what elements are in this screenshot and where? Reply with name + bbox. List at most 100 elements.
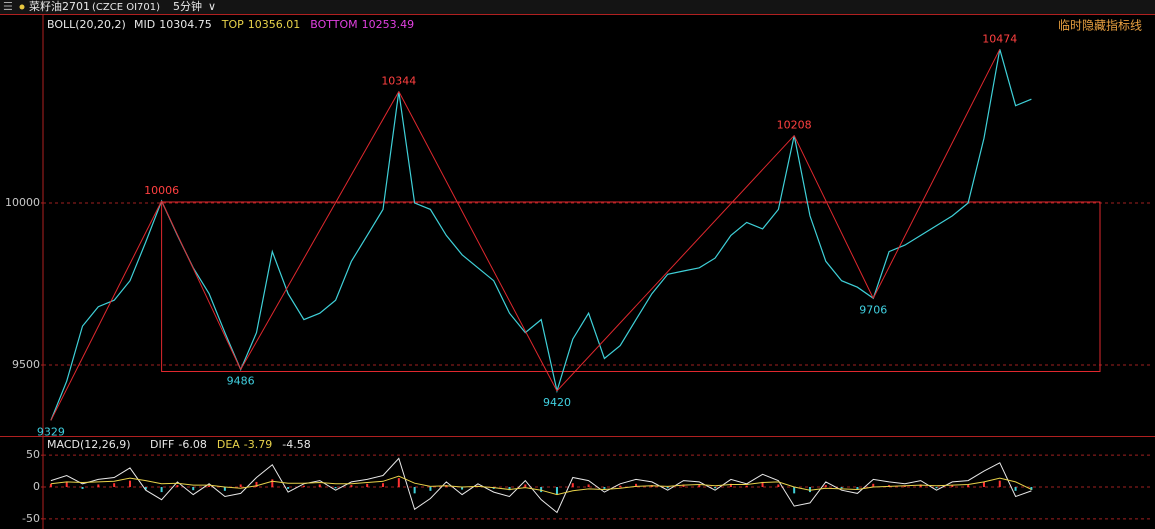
macd-bar	[619, 485, 622, 487]
macd-bar	[239, 484, 242, 487]
macd-bar	[128, 480, 131, 487]
legend-value: -6.08	[178, 438, 206, 451]
zigzag-segment	[398, 91, 558, 392]
macd-bar	[65, 481, 68, 487]
period-dropdown[interactable]: ∨	[208, 0, 216, 13]
title-bar	[0, 0, 1155, 14]
macd-bar	[729, 483, 732, 487]
menu-icon[interactable]: ☰	[3, 0, 13, 13]
macd-bar	[808, 487, 811, 493]
macd-bar	[350, 485, 353, 487]
macd-bar	[255, 481, 258, 487]
macd-bar	[698, 485, 701, 487]
pivot-label: 9420	[543, 396, 571, 409]
zigzag-segment	[793, 135, 874, 299]
macd-bar	[524, 484, 527, 487]
macd-bar	[571, 483, 574, 487]
zigzag-segment	[50, 200, 163, 421]
y-tick-label: 0	[33, 480, 40, 493]
y-tick-label: 9500	[12, 358, 40, 371]
y-tick-label: 50	[26, 448, 40, 461]
macd-bar	[160, 487, 163, 493]
macd-bar	[429, 487, 432, 491]
macd-line	[50, 457, 1032, 514]
annotation[interactable]: 临时隐藏指标线	[1058, 18, 1142, 33]
legend-name: MID	[134, 18, 155, 31]
pivot-label: 10208	[777, 119, 812, 132]
macd-bar	[824, 485, 827, 487]
legend-name: BOTTOM	[310, 18, 357, 31]
legend-value: -3.79	[244, 438, 272, 451]
pivot-label: 10006	[144, 184, 179, 197]
macd-bar	[413, 487, 416, 494]
macd-bar	[635, 483, 638, 487]
macd-bar	[223, 487, 226, 491]
symbol-code: (CZCE OI701)	[92, 2, 160, 13]
symbol: 菜籽油2701	[29, 0, 90, 13]
macd-bar	[302, 485, 305, 487]
price-line	[50, 49, 1032, 421]
macd-bar	[998, 480, 1001, 487]
macd-bar	[113, 483, 116, 487]
macd-bar	[587, 484, 590, 487]
macd-bar	[97, 484, 100, 487]
macd-bar	[382, 483, 385, 487]
macd-bar	[508, 487, 511, 491]
macd-bar	[192, 487, 195, 491]
macd-bar	[840, 487, 843, 489]
macd-bar	[334, 487, 337, 489]
macd-bar	[666, 487, 669, 489]
zigzag-segment	[556, 135, 795, 392]
macd-bar	[366, 483, 369, 487]
macd-bar	[1030, 487, 1033, 490]
macd-bar	[555, 487, 558, 495]
macd-bar	[872, 483, 875, 487]
macd-bar	[397, 478, 400, 487]
legend-value: 10304.75	[159, 18, 212, 31]
zigzag-segment	[240, 91, 400, 370]
y-tick-label: -50	[22, 512, 40, 525]
indicator-name[interactable]: BOLL(20,20,2)	[47, 18, 126, 31]
legend-value: 10253.49	[362, 18, 415, 31]
macd-line	[50, 475, 1032, 496]
indicator-name[interactable]: MACD(12,26,9)	[47, 438, 131, 451]
macd-bar	[761, 481, 764, 487]
period[interactable]: 5分钟	[173, 0, 202, 13]
zigzag-segment	[161, 200, 242, 370]
y-tick-label: 10000	[5, 196, 40, 209]
macd-bar	[49, 483, 52, 487]
macd-bar	[271, 479, 274, 487]
macd-bar	[287, 487, 290, 489]
macd-bar	[982, 481, 985, 487]
status-dot	[19, 4, 25, 10]
macd-bar	[935, 487, 938, 489]
macd-bar	[967, 484, 970, 487]
macd-bar	[793, 487, 796, 494]
macd-bar	[603, 487, 606, 489]
zigzag-segment	[872, 49, 1001, 299]
pivot-label: 9706	[859, 303, 887, 316]
legend-value: 10356.01	[248, 18, 301, 31]
legend-name: TOP	[221, 18, 244, 31]
macd-bar	[714, 487, 717, 489]
macd-bar	[144, 487, 147, 490]
macd-bar	[176, 485, 179, 487]
macd-bar	[777, 484, 780, 487]
pivot-label: 9486	[227, 375, 255, 388]
macd-bar	[903, 485, 906, 487]
macd-bar	[745, 485, 748, 487]
legend-name: DIFF	[150, 438, 174, 451]
macd-bar	[682, 484, 685, 487]
macd-bar	[318, 484, 321, 487]
macd-bar	[461, 487, 464, 490]
legend-value: -4.58	[282, 438, 310, 451]
macd-bar	[540, 487, 543, 493]
macd-bar	[208, 485, 211, 487]
macd-bar	[1014, 487, 1017, 491]
pivot-label: 10344	[381, 74, 416, 87]
macd-bar	[951, 485, 954, 487]
pivot-label: 10474	[982, 32, 1017, 45]
